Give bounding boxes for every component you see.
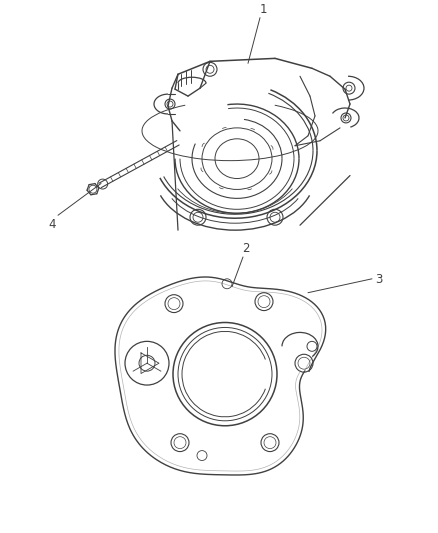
Text: 4: 4 [48,218,56,231]
Text: 2: 2 [242,242,250,255]
Text: 3: 3 [375,273,382,286]
Text: 1: 1 [259,3,267,15]
